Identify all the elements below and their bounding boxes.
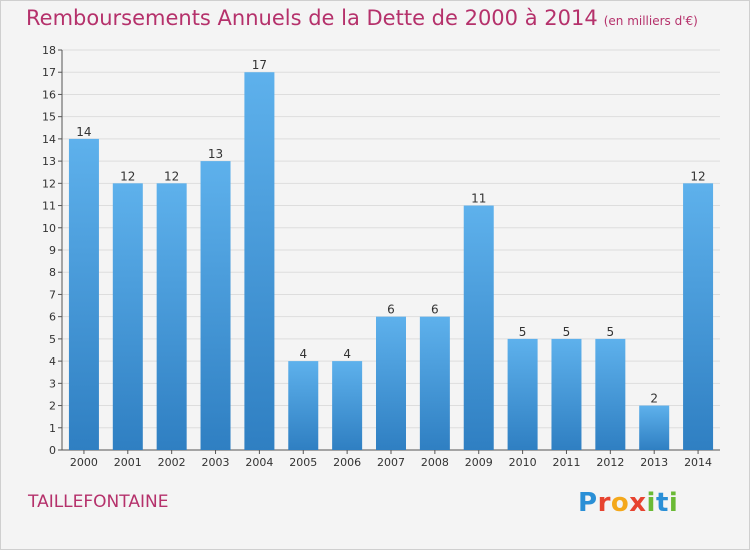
x-tick-label: 2012 xyxy=(596,456,624,469)
y-tick-label: 9 xyxy=(49,244,56,257)
y-tick-label: 3 xyxy=(49,377,56,390)
y-tick-label: 0 xyxy=(49,444,56,457)
data-label: 12 xyxy=(164,169,179,183)
y-tick-label: 18 xyxy=(42,44,56,57)
logo-letter: r xyxy=(597,488,611,518)
data-label: 5 xyxy=(607,325,615,339)
y-tick-label: 5 xyxy=(49,333,56,346)
y-tick-label: 6 xyxy=(49,311,56,324)
chart-title: Remboursements Annuels de la Dette de 20… xyxy=(26,6,698,30)
logo-letter: i xyxy=(646,488,656,518)
y-tick-label: 15 xyxy=(42,111,56,124)
data-label: 12 xyxy=(120,169,135,183)
x-tick-label: 2003 xyxy=(202,456,230,469)
labels: 0123456789101112131415161718142000122001… xyxy=(42,44,712,469)
data-label: 12 xyxy=(690,169,705,183)
bar-2005 xyxy=(288,361,319,450)
y-tick-label: 16 xyxy=(42,88,56,101)
x-tick-label: 2007 xyxy=(377,456,405,469)
data-label: 6 xyxy=(387,303,395,317)
bar-2001 xyxy=(112,183,143,451)
x-tick-label: 2008 xyxy=(421,456,449,469)
bar-2011 xyxy=(551,338,582,450)
proxiti-logo: Proxiti xyxy=(578,488,678,518)
x-tick-label: 2000 xyxy=(70,456,98,469)
bar-2012 xyxy=(595,338,626,450)
x-tick-label: 2010 xyxy=(509,456,537,469)
bar-2007 xyxy=(376,316,406,450)
bar-2006 xyxy=(332,361,363,450)
y-tick-label: 4 xyxy=(49,355,56,368)
x-tick-label: 2006 xyxy=(333,456,361,469)
data-label: 2 xyxy=(650,392,658,406)
x-tick-label: 2005 xyxy=(289,456,317,469)
data-label: 4 xyxy=(299,347,307,361)
bar-2014 xyxy=(683,183,714,451)
bar-2004 xyxy=(244,72,275,450)
y-tick-label: 8 xyxy=(49,266,56,279)
y-tick-label: 14 xyxy=(42,133,56,146)
bar-2003 xyxy=(200,161,231,450)
y-tick-label: 1 xyxy=(49,422,56,435)
x-tick-label: 2002 xyxy=(158,456,186,469)
data-label: 14 xyxy=(76,125,91,139)
bar-2002 xyxy=(156,183,187,451)
logo-letter: P xyxy=(578,488,598,518)
x-tick-label: 2009 xyxy=(465,456,493,469)
data-label: 6 xyxy=(431,303,439,317)
bar-2008 xyxy=(419,316,450,450)
bar-2013 xyxy=(639,405,670,450)
x-tick-label: 2004 xyxy=(245,456,273,469)
logo-letter: i xyxy=(668,488,679,518)
y-tick-label: 11 xyxy=(42,200,56,213)
bars xyxy=(68,72,714,451)
commune-name: TAILLEFONTAINE xyxy=(28,492,169,512)
y-tick-label: 2 xyxy=(49,400,56,413)
y-tick-label: 17 xyxy=(42,66,56,79)
data-label: 4 xyxy=(343,347,351,361)
bar-2000 xyxy=(68,138,99,450)
y-tick-label: 7 xyxy=(49,288,56,301)
logo-letter: x xyxy=(629,488,647,518)
x-tick-label: 2013 xyxy=(640,456,668,469)
data-label: 5 xyxy=(563,325,571,339)
logo-letter: t xyxy=(655,488,669,518)
logo-letter: o xyxy=(610,488,630,518)
data-label: 11 xyxy=(471,192,486,206)
chart-subtitle: (en milliers d'€) xyxy=(603,14,698,28)
bar-2010 xyxy=(507,338,538,450)
title-text: Remboursements Annuels de la Dette de 20… xyxy=(26,6,598,30)
x-tick-label: 2011 xyxy=(552,456,580,469)
data-label: 13 xyxy=(208,147,223,161)
x-tick-label: 2014 xyxy=(684,456,712,469)
y-tick-label: 12 xyxy=(42,177,56,190)
x-tick-label: 2001 xyxy=(114,456,142,469)
y-tick-label: 10 xyxy=(42,222,56,235)
y-tick-label: 13 xyxy=(42,155,56,168)
bar-2009 xyxy=(463,205,494,450)
data-label: 17 xyxy=(252,58,267,72)
data-label: 5 xyxy=(519,325,527,339)
